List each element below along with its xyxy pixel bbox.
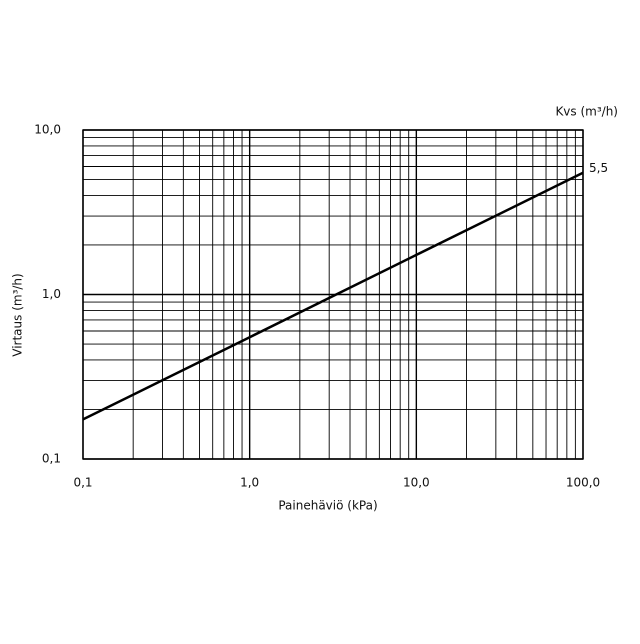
x-axis-title: Painehäviö (kPa) xyxy=(278,499,377,513)
y-tick-label: 1,0 xyxy=(42,287,61,301)
x-tick-label: 100,0 xyxy=(566,476,600,490)
data-line xyxy=(82,171,584,421)
y-axis-title: Virtaus (m³/h) xyxy=(11,273,25,356)
x-tick-label: 0,1 xyxy=(73,476,92,490)
y-tick-label: 0,1 xyxy=(42,452,61,466)
y-tick-label: 10,0 xyxy=(34,123,61,137)
x-tick-label: 10,0 xyxy=(403,476,430,490)
data-label: 5,5 xyxy=(589,161,608,175)
x-tick-label: 1,0 xyxy=(240,476,259,490)
annotation: Kvs (m³/h) xyxy=(555,105,618,119)
plot-frame xyxy=(82,129,584,460)
